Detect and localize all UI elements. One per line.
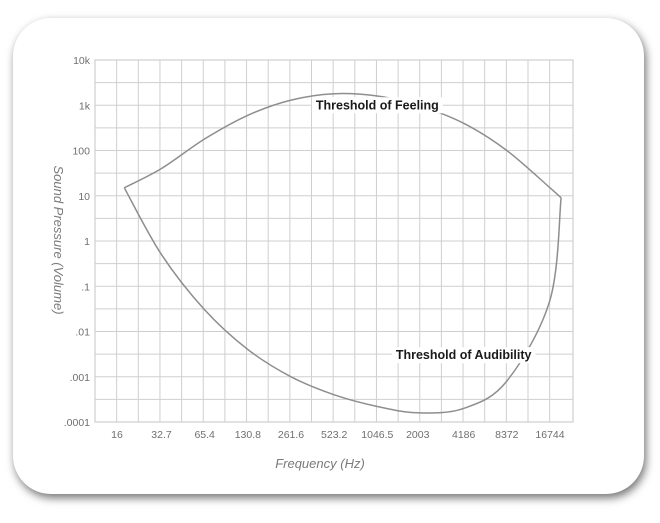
x-tick-label: 16744 xyxy=(535,429,564,441)
x-tick-label: 130.8 xyxy=(235,429,261,441)
x-tick-label: 32.7 xyxy=(151,429,172,441)
x-tick-label: 1046.5 xyxy=(361,429,393,441)
y-tick-label: .001 xyxy=(70,372,91,384)
x-tick-label: 65.4 xyxy=(194,429,215,441)
y-axis-title: Sound Pressure (Volume) xyxy=(51,165,66,314)
y-tick-label: 100 xyxy=(72,146,90,158)
x-tick-label: 8372 xyxy=(495,429,519,441)
annotation-labels: Threshold of Feeling Threshold of Audibil… xyxy=(311,97,536,364)
x-tick-label: 523.2 xyxy=(321,429,347,441)
annotation-text: Threshold of Audibility xyxy=(396,348,532,362)
y-tick-label: .1 xyxy=(81,281,90,293)
x-tick-label: 2003 xyxy=(406,429,430,441)
y-tick-label: 1 xyxy=(84,236,90,248)
x-tick-label: 4186 xyxy=(452,429,476,441)
y-tick-label: .01 xyxy=(75,327,90,339)
grid xyxy=(94,59,574,423)
label-background xyxy=(391,347,536,364)
tick-labels: 16 32.7 65.4 130.8 261.6 523.2 1046.5 2003 4186 8… xyxy=(64,55,565,441)
annotation-text: Threshold of Feeling xyxy=(316,98,439,112)
threshold-of-feeling-label: Threshold of Feeling xyxy=(311,97,443,114)
y-tick-label: 10k xyxy=(73,55,91,67)
threshold-of-audibility-curve xyxy=(123,187,562,414)
label-background xyxy=(311,97,443,114)
x-tick-label: 16 xyxy=(111,429,123,441)
y-tick-label: 1k xyxy=(79,100,91,112)
x-axis-title: Frequency (Hz) xyxy=(275,456,365,471)
x-tick-label: 261.6 xyxy=(278,429,304,441)
curves xyxy=(123,92,562,414)
y-tick-label: .0001 xyxy=(64,417,90,429)
y-tick-label: 10 xyxy=(78,191,90,203)
threshold-of-feeling-curve xyxy=(123,92,562,199)
threshold-of-audibility-label: Threshold of Audibility xyxy=(391,347,536,364)
